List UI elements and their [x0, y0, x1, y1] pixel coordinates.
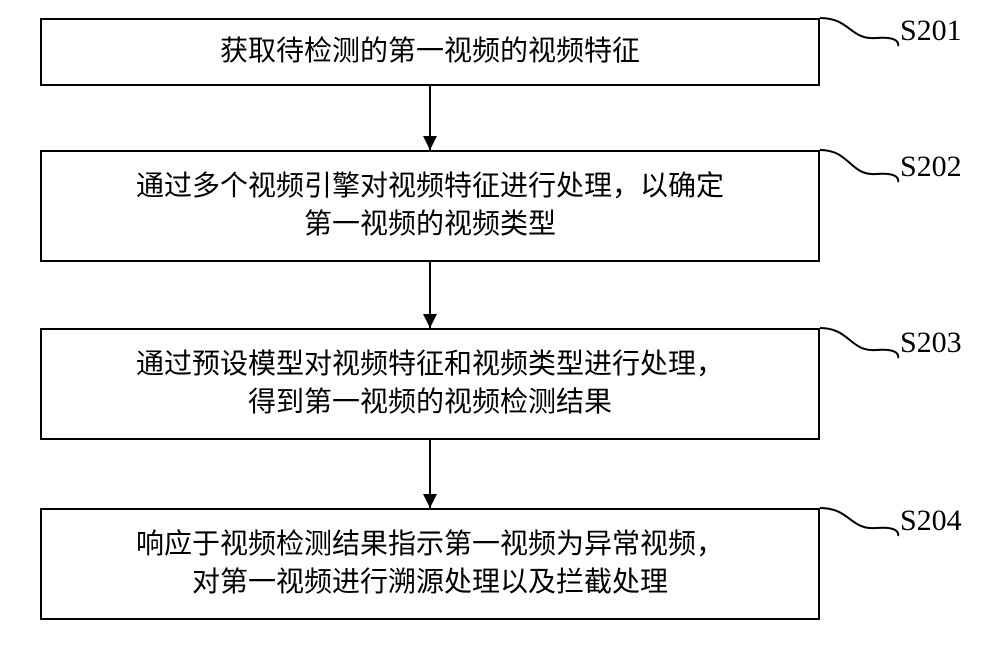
- flow-node-text: 通过预设模型对视频特征和视频类型进行处理， 得到第一视频的视频检测结果: [136, 346, 724, 422]
- flow-node-text: 获取待检测的第一视频的视频特征: [220, 33, 640, 71]
- callout-brace-n1: [820, 18, 898, 46]
- step-label-n1: S201: [900, 14, 962, 48]
- callout-brace-n3: [820, 328, 898, 358]
- flowchart-canvas: 获取待检测的第一视频的视频特征通过多个视频引擎对视频特征进行处理，以确定 第一视…: [0, 0, 1000, 665]
- callout-brace-n4: [820, 508, 898, 536]
- flow-node-n3: 通过预设模型对视频特征和视频类型进行处理， 得到第一视频的视频检测结果: [40, 328, 820, 440]
- flow-node-n2: 通过多个视频引擎对视频特征进行处理，以确定 第一视频的视频类型: [40, 150, 820, 262]
- step-label-n4: S204: [900, 504, 962, 538]
- flow-node-n1: 获取待检测的第一视频的视频特征: [40, 18, 820, 86]
- callout-brace-n2: [820, 150, 898, 182]
- flow-node-n4: 响应于视频检测结果指示第一视频为异常视频， 对第一视频进行溯源处理以及拦截处理: [40, 508, 820, 620]
- flow-node-text: 响应于视频检测结果指示第一视频为异常视频， 对第一视频进行溯源处理以及拦截处理: [136, 526, 724, 602]
- flow-node-text: 通过多个视频引擎对视频特征进行处理，以确定 第一视频的视频类型: [136, 168, 724, 244]
- step-label-n2: S202: [900, 150, 962, 184]
- step-label-n3: S203: [900, 326, 962, 360]
